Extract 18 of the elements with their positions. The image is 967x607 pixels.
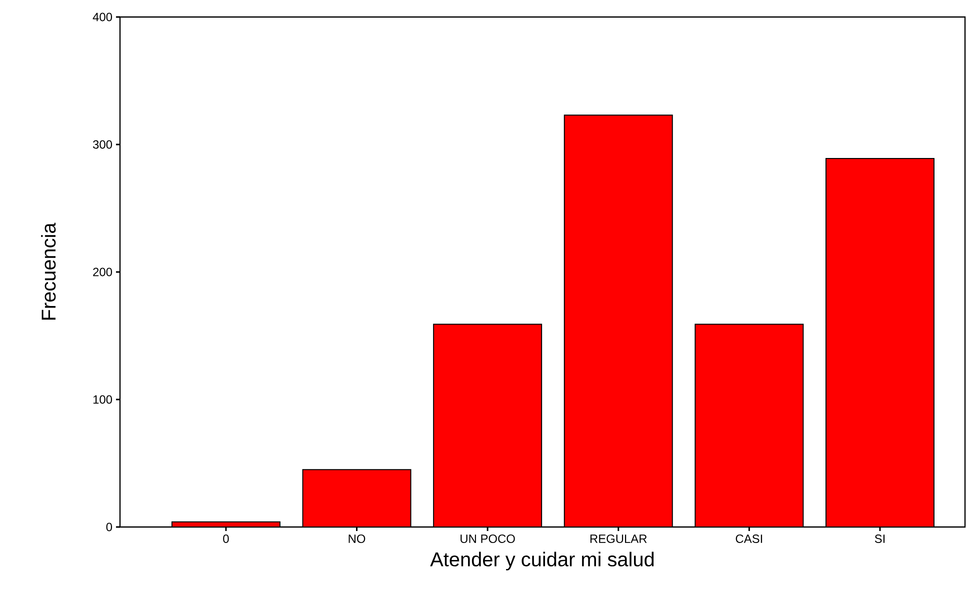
bar bbox=[434, 324, 542, 527]
bar bbox=[302, 470, 411, 527]
x-tick-label: UN POCO bbox=[460, 534, 515, 543]
y-axis-title: Frecuencia bbox=[41, 222, 56, 320]
y-tick-label: 0 bbox=[106, 522, 112, 532]
x-tick-label: SI bbox=[874, 534, 885, 543]
x-tick-label: 0 bbox=[223, 534, 229, 543]
bar bbox=[564, 115, 672, 527]
x-tick-label: NO bbox=[348, 534, 366, 543]
bar bbox=[825, 158, 934, 527]
y-tick-label: 100 bbox=[93, 395, 112, 404]
x-tick-label: REGULAR bbox=[590, 534, 647, 543]
y-tick-label: 300 bbox=[92, 140, 112, 149]
bar bbox=[695, 324, 804, 527]
y-tick-label: 400 bbox=[92, 12, 112, 22]
x-axis-title: Atender y cuidar mi salud bbox=[430, 552, 654, 570]
x-tick-label: CASI bbox=[736, 534, 762, 543]
y-tick-label: 200 bbox=[93, 268, 112, 276]
